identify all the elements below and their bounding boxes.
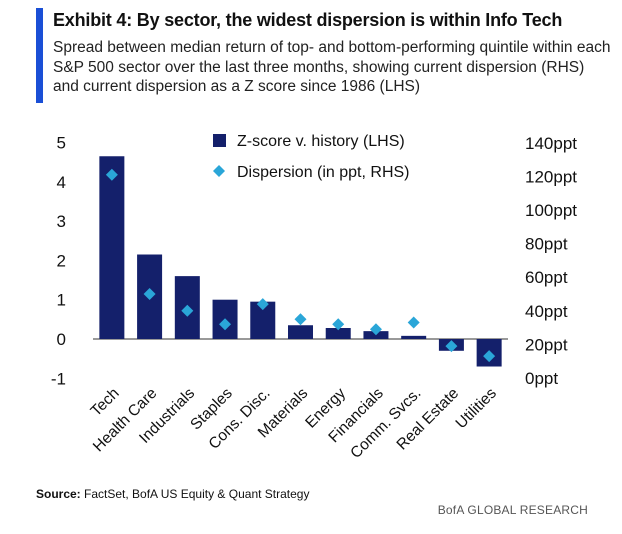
source-label: Source: — [36, 487, 81, 501]
diamond-marker — [219, 318, 232, 331]
source-text: FactSet, BofA US Equity & Quant Strategy — [84, 487, 310, 501]
diamond-marker — [332, 318, 345, 331]
title-accent-bar — [36, 8, 43, 103]
left-tick-label: 3 — [57, 212, 66, 231]
diamond-marker — [369, 323, 382, 336]
right-tick-label: 20ppt — [525, 335, 568, 354]
legend-bar-swatch — [213, 134, 226, 147]
left-tick-label: -1 — [51, 369, 66, 388]
source-note: Source: FactSet, BofA US Equity & Quant … — [36, 487, 309, 501]
left-tick-label: 1 — [57, 291, 66, 310]
legend: Z-score v. history (LHS) Dispersion (in … — [213, 133, 410, 181]
left-tick-label: 4 — [57, 173, 66, 192]
dual-axis-bar-chart: 5 4 3 2 1 0 -1 140ppt 120ppt 100ppt 80ppt 60ppt 40p… — [51, 133, 577, 462]
right-tick-label: 40ppt — [525, 302, 568, 321]
legend-bar-label: Z-score v. history (LHS) — [237, 133, 405, 150]
diamond-marker — [294, 313, 307, 326]
diamond-marker — [181, 304, 194, 317]
marker-series — [105, 168, 496, 363]
left-tick-label: 2 — [57, 251, 66, 270]
diamond-marker — [445, 340, 458, 353]
diamond-marker — [407, 316, 420, 329]
right-tick-label: 80ppt — [525, 235, 568, 254]
diamond-marker — [256, 298, 269, 311]
right-tick-label: 100ppt — [525, 201, 577, 220]
x-tick-label: Utilities — [453, 385, 501, 433]
diamond-marker — [105, 168, 118, 181]
bar-materials — [288, 325, 313, 339]
bar-series — [99, 156, 502, 367]
brand-label: BofA GLOBAL RESEARCH — [437, 503, 588, 517]
left-y-axis: 5 4 3 2 1 0 -1 — [51, 134, 66, 389]
bar-energy — [325, 327, 351, 339]
right-tick-label: 140ppt — [525, 134, 577, 153]
legend-marker-label: Dispersion (in ppt, RHS) — [237, 164, 410, 181]
right-y-axis: 140ppt 120ppt 100ppt 80ppt 60ppt 40ppt 20ppt 0p… — [525, 134, 577, 388]
bar-tech — [99, 156, 125, 339]
diamond-marker — [483, 350, 496, 363]
left-tick-label: 5 — [57, 134, 66, 153]
chart-subtitle: Spread between median return of top- and… — [53, 39, 611, 95]
bar-comm-svcs — [401, 335, 427, 339]
diamond-marker — [143, 288, 156, 300]
right-tick-label: 0ppt — [525, 369, 558, 388]
chart-title: Exhibit 4: By sector, the widest dispers… — [53, 10, 563, 30]
left-tick-label: 0 — [57, 330, 66, 349]
legend-marker-swatch — [213, 165, 225, 177]
right-tick-label: 120ppt — [525, 167, 577, 186]
right-tick-label: 60ppt — [525, 268, 568, 287]
